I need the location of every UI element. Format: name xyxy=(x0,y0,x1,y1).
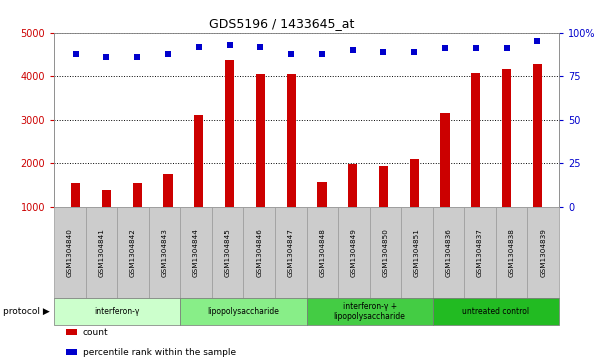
Bar xyxy=(225,60,234,207)
Text: lipopolysaccharide: lipopolysaccharide xyxy=(207,307,279,316)
Text: GSM1304845: GSM1304845 xyxy=(225,228,231,277)
Text: GSM1304840: GSM1304840 xyxy=(67,228,73,277)
Text: count: count xyxy=(83,328,109,337)
Bar xyxy=(102,190,111,207)
Text: interferon-γ: interferon-γ xyxy=(94,307,140,316)
Bar xyxy=(163,174,172,207)
Text: protocol ▶: protocol ▶ xyxy=(3,307,50,316)
Bar xyxy=(532,64,542,207)
Text: GSM1304844: GSM1304844 xyxy=(193,228,199,277)
Text: percentile rank within the sample: percentile rank within the sample xyxy=(83,348,236,356)
Text: GSM1304849: GSM1304849 xyxy=(351,228,357,277)
Bar xyxy=(348,164,358,207)
Text: GSM1304850: GSM1304850 xyxy=(382,228,388,277)
Bar xyxy=(255,74,265,207)
Text: GSM1304842: GSM1304842 xyxy=(130,228,136,277)
Text: GSM1304847: GSM1304847 xyxy=(288,228,294,277)
Bar xyxy=(471,73,480,207)
Text: interferon-γ +
lipopolysaccharide: interferon-γ + lipopolysaccharide xyxy=(334,302,406,321)
Bar xyxy=(194,115,203,207)
Text: GSM1304843: GSM1304843 xyxy=(162,228,168,277)
Text: GSM1304846: GSM1304846 xyxy=(256,228,262,277)
Text: GSM1304841: GSM1304841 xyxy=(99,228,105,277)
Text: GSM1304838: GSM1304838 xyxy=(508,228,514,277)
Text: untreated control: untreated control xyxy=(462,307,529,316)
Bar xyxy=(379,166,388,207)
Text: GSM1304848: GSM1304848 xyxy=(319,228,325,277)
Bar xyxy=(410,159,419,207)
Bar xyxy=(317,182,326,207)
Bar xyxy=(502,69,511,207)
Bar xyxy=(287,74,296,207)
Text: GSM1304851: GSM1304851 xyxy=(414,228,420,277)
Title: GDS5196 / 1433645_at: GDS5196 / 1433645_at xyxy=(209,17,354,30)
Text: GSM1304837: GSM1304837 xyxy=(477,228,483,277)
Text: GSM1304836: GSM1304836 xyxy=(445,228,451,277)
Bar xyxy=(71,183,81,207)
Bar xyxy=(441,113,450,207)
Text: GSM1304839: GSM1304839 xyxy=(540,228,546,277)
Bar xyxy=(133,183,142,207)
